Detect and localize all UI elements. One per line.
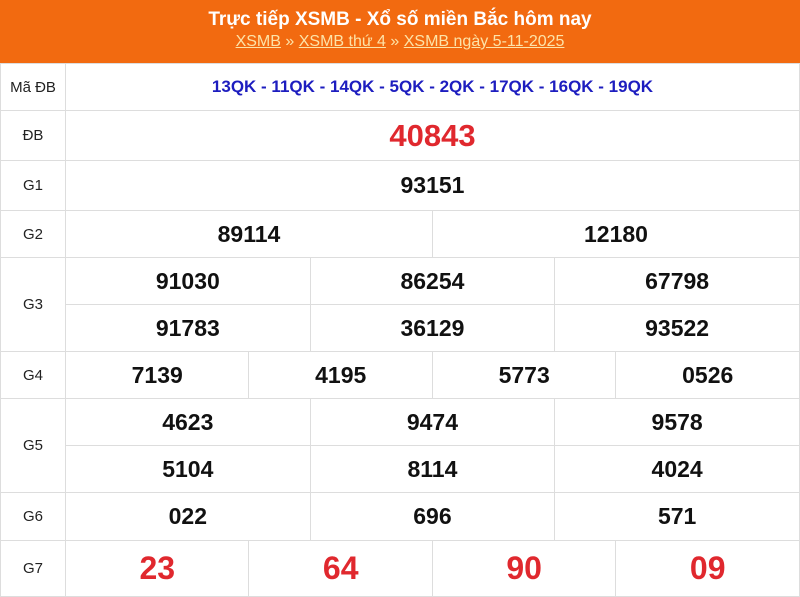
prize-number: 91783 (65, 304, 311, 352)
breadcrumb-separator: » (285, 33, 295, 50)
prize-number: 36129 (309, 304, 556, 352)
row-label: G4 (0, 351, 66, 399)
page-title: Trực tiếp XSMB - Xổ số miền Bắc hôm nay (208, 9, 592, 30)
prize-number: 5104 (65, 445, 311, 493)
prize-number: 9578 (554, 398, 800, 446)
row-g4: G4 7139 4195 5773 0526 (0, 351, 800, 399)
row-g3: 91783 36129 93522 (1, 304, 800, 352)
row-label: Mã ĐB (0, 63, 66, 111)
prize-number: 9474 (309, 398, 556, 446)
row-db: ĐB 40843 (0, 110, 800, 161)
prize-number: 91030 (65, 257, 311, 305)
prize-number: 0526 (615, 351, 800, 399)
prize-number: 4623 (65, 398, 311, 446)
row-g1: G1 93151 (0, 160, 800, 211)
row-g5: G5 4623 9474 9578 (0, 398, 800, 493)
prize-number: 5773 (431, 351, 617, 399)
results-table: Mã ĐB 13QK - 11QK - 14QK - 5QK - 2QK - 1… (0, 63, 800, 597)
row-g3: G3 91030 86254 67798 (0, 257, 800, 352)
row-label: ĐB (0, 110, 66, 161)
prize-number: 12180 (431, 210, 800, 258)
row-label: G5 (0, 398, 66, 493)
prize-number: 022 (65, 492, 311, 541)
prize-number: 89114 (65, 210, 433, 258)
prize-number: 571 (554, 492, 800, 541)
breadcrumb: XSMB » XSMB thứ 4 » XSMB ngày 5-11-2025 (0, 31, 800, 53)
prize-number: 8114 (309, 445, 556, 493)
breadcrumb-xsmb[interactable]: XSMB (235, 33, 281, 50)
breadcrumb-xsmb-date[interactable]: XSMB ngày 5-11-2025 (403, 33, 565, 50)
row-g2: G2 89114 12180 (0, 210, 800, 258)
prize-number: 67798 (554, 257, 800, 305)
prize-number: 4024 (554, 445, 800, 493)
breadcrumb-separator: » (390, 33, 400, 50)
page-header: Trực tiếp XSMB - Xổ số miền Bắc hôm nay … (0, 0, 800, 63)
prize-number: 696 (309, 492, 556, 541)
row-label: G3 (0, 257, 66, 352)
row-g6: G6 022 696 571 (0, 492, 800, 541)
prize-number: 4195 (248, 351, 433, 399)
row-g5: 5104 8114 4024 (1, 445, 800, 493)
prize-number: 7139 (64, 351, 250, 399)
prize-number: 09 (615, 540, 800, 597)
prize-number: 23 (64, 540, 250, 597)
breadcrumb-xsmb-thu-4[interactable]: XSMB thứ 4 (298, 33, 386, 50)
prize-number: 90 (431, 540, 617, 597)
row-label: G7 (0, 540, 66, 597)
row-label: G1 (0, 160, 66, 211)
prize-number: 86254 (309, 257, 556, 305)
special-codes: 13QK - 11QK - 14QK - 5QK - 2QK - 17QK - … (65, 63, 800, 111)
prize-number: 64 (248, 540, 433, 597)
row-label: G2 (0, 210, 66, 258)
prize-number: 93522 (554, 304, 800, 352)
special-prize: 40843 (65, 110, 800, 161)
row-ma-db: Mã ĐB 13QK - 11QK - 14QK - 5QK - 2QK - 1… (0, 63, 800, 111)
row-g7: G7 23 64 90 09 (0, 540, 800, 597)
row-label: G6 (0, 492, 66, 541)
prize-number: 93151 (65, 160, 800, 211)
